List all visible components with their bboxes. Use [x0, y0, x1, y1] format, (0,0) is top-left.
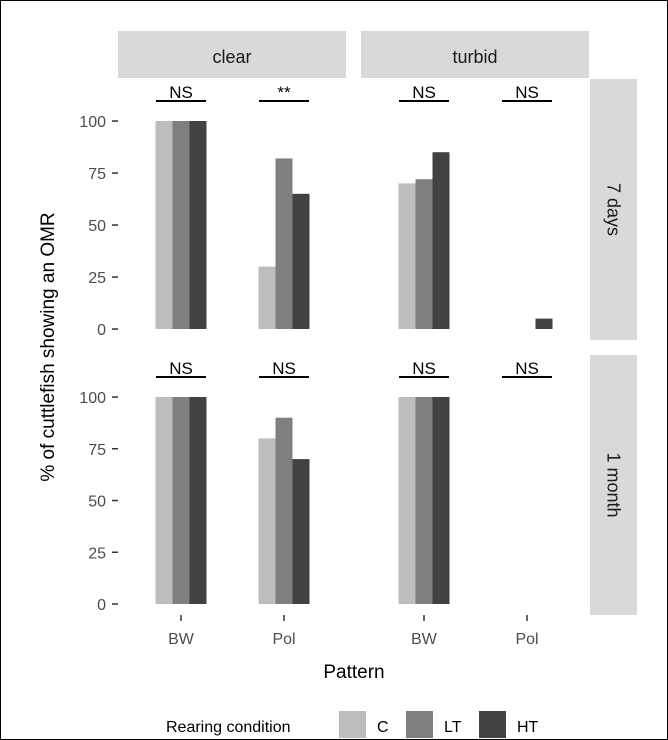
bar-LT-BW-clear-2: [172, 397, 190, 604]
x-tick-label: BW: [168, 631, 195, 648]
legend-label-C: C: [377, 719, 389, 736]
col-strip-label-1: turbid: [452, 47, 497, 67]
x-tick-label: Pol: [272, 631, 295, 648]
significance-label: NS: [515, 83, 539, 102]
significance-label: **: [277, 83, 291, 102]
row-strip-1: [590, 355, 637, 615]
bar-HT-BW-turbid-1: [432, 152, 450, 329]
legend-key-C: [339, 711, 366, 738]
row-strip-0: [590, 79, 637, 340]
legend-label-LT: LT: [444, 719, 462, 736]
bar-HT-BW-turbid-3: [432, 397, 450, 604]
bar-LT-Pol-clear-0: [275, 158, 293, 329]
legend-key-HT: [479, 711, 506, 738]
y-tick-label: 0: [97, 322, 106, 339]
significance-label: NS: [412, 359, 436, 378]
bar-HT-BW-clear-2: [189, 397, 207, 604]
col-strip-label-0: clear: [212, 47, 251, 67]
significance-label: NS: [272, 359, 296, 378]
bar-C-BW-turbid-1: [398, 183, 416, 329]
bar-LT-BW-turbid-1: [415, 179, 433, 329]
legend-title: Rearing condition: [166, 719, 291, 736]
y-tick-label: 75: [88, 442, 106, 459]
y-tick-label: 75: [88, 166, 106, 183]
y-tick-label: 25: [88, 545, 106, 562]
x-axis-title: Pattern: [323, 662, 384, 683]
y-tick-label: 100: [79, 114, 106, 131]
y-tick-label: 25: [88, 270, 106, 287]
bar-HT-BW-clear-0: [189, 121, 207, 329]
bar-HT-Pol-clear-2: [292, 459, 310, 604]
bar-C-BW-turbid-3: [398, 397, 416, 604]
y-axis-title: % of cuttlefish showing an OMR: [38, 212, 59, 481]
bar-C-BW-clear-0: [155, 121, 173, 329]
y-tick-label: 0: [97, 597, 106, 614]
col-strip-1: [361, 31, 589, 78]
bar-LT-Pol-clear-2: [275, 417, 293, 604]
row-strip-label-0: 7 days: [604, 183, 624, 236]
bar-HT-Pol-clear-0: [292, 193, 310, 329]
bar-HT-Pol-turbid-1: [535, 318, 553, 329]
bar-C-BW-clear-2: [155, 397, 173, 604]
bar-C-Pol-clear-2: [258, 438, 276, 604]
x-tick-label: Pol: [515, 631, 538, 648]
x-tick-label: BW: [411, 631, 438, 648]
bar-C-Pol-clear-0: [258, 266, 276, 329]
y-tick-label: 50: [88, 494, 106, 511]
col-strip-0: [118, 31, 346, 78]
significance-label: NS: [169, 359, 193, 378]
legend-key-LT: [406, 711, 433, 738]
significance-label: NS: [515, 359, 539, 378]
y-tick-label: 100: [79, 390, 106, 407]
row-strip-label-1: 1 month: [604, 452, 624, 517]
legend-label-HT: HT: [517, 719, 539, 736]
bar-LT-BW-turbid-3: [415, 397, 433, 604]
significance-label: NS: [412, 83, 436, 102]
y-tick-label: 50: [88, 218, 106, 235]
significance-label: NS: [169, 83, 193, 102]
bar-LT-BW-clear-0: [172, 121, 190, 329]
